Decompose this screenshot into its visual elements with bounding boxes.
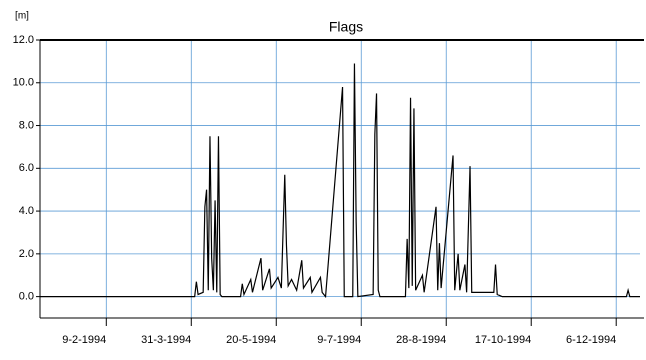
data-line [40, 63, 640, 299]
x-tick-label: 6-12-1994 [566, 334, 616, 346]
y-tick-label: 12.0 [13, 34, 34, 46]
y-tick-label: 4.0 [19, 205, 34, 217]
x-tick-label: 9-2-1994 [62, 334, 106, 346]
chart-title: Flags [329, 19, 363, 35]
y-tick-label: 10.0 [13, 77, 34, 89]
y-tick-label: 8.0 [19, 119, 34, 131]
y-tick-label: 2.0 [19, 248, 34, 260]
y-axis-label: [m] [15, 11, 29, 22]
x-tick-label: 9-7-1994 [317, 334, 361, 346]
y-tick-label: 0.0 [19, 291, 34, 303]
x-tick-label: 31-3-1994 [141, 334, 191, 346]
x-tick-label: 17-10-1994 [475, 334, 531, 346]
x-tick-label: 28-8-1994 [396, 334, 446, 346]
x-tick-label: 20-5-1994 [226, 334, 276, 346]
y-tick-label: 6.0 [19, 162, 34, 174]
